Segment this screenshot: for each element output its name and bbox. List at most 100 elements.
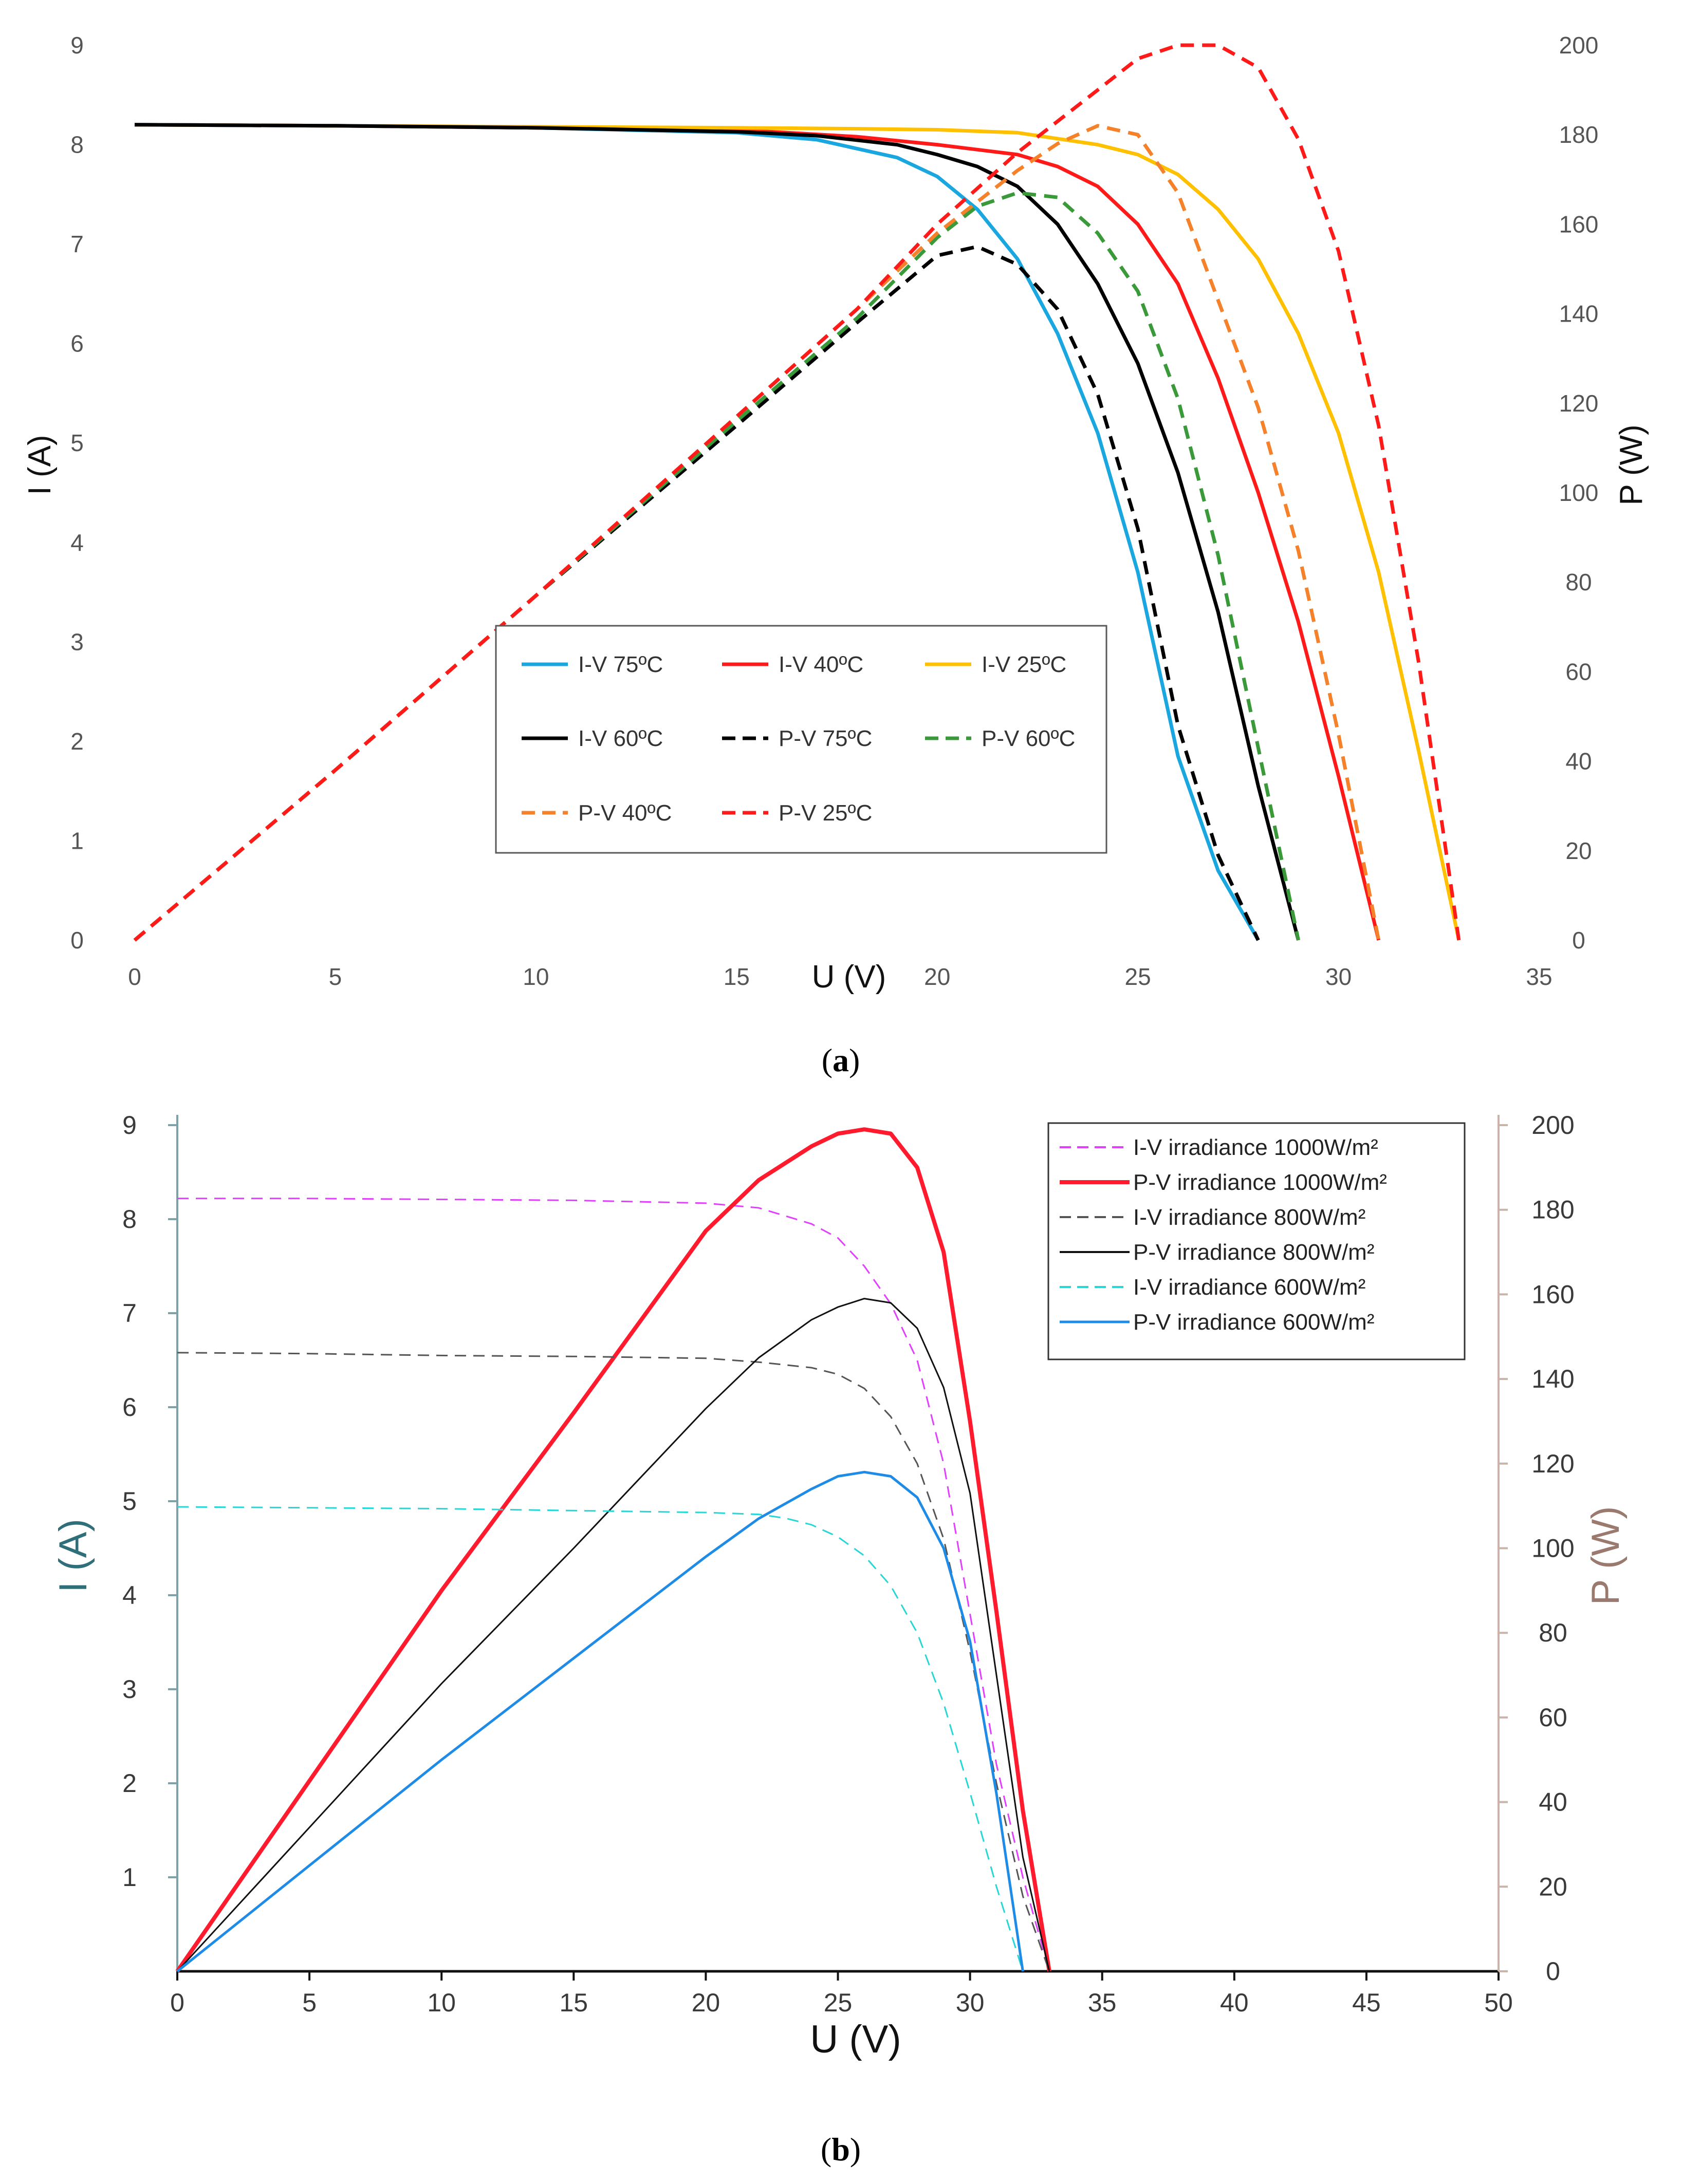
series-line [177, 1198, 1050, 1972]
x-tick-label: 50 [1484, 1988, 1513, 2017]
chart-panel-b: 0 5 10 15 20 25 30 35 40 45 5012345678902040608010… [51, 1111, 1628, 2168]
y2-tick-label: 20 [1539, 1872, 1567, 1901]
legend-label: P-V irradiance 600W/m² [1133, 1310, 1374, 1335]
x-tick-label: 0 [170, 1988, 184, 2017]
y2-tick-label: 100 [1531, 1534, 1574, 1563]
legend-label: P-V 75ºC [779, 726, 872, 751]
caption-close: ) [850, 2131, 861, 2168]
y2-tick-label: 140 [1559, 301, 1599, 327]
y2-tick-label: 120 [1531, 1449, 1574, 1478]
y-tick-label: 7 [70, 231, 84, 257]
x-tick-label: 15 [724, 963, 750, 990]
legend: I-V 75ºC I-V 40ºC I-V 25ºC I-V 60ºC P-V 75ºC… [495, 625, 1107, 854]
y-tick-label: 9 [122, 1111, 137, 1140]
legend-label: P-V 40ºC [578, 800, 672, 826]
y-tick-label: 6 [122, 1393, 137, 1422]
legend-label: I-V irradiance 600W/m² [1133, 1275, 1365, 1300]
y2-tick-label: 160 [1559, 211, 1599, 237]
y-tick-label: 3 [70, 628, 84, 655]
caption-letter: b [831, 2131, 850, 2168]
y-tick-label: 1 [122, 1863, 137, 1892]
y2-axis-label: P (W) [1584, 1506, 1628, 1606]
chart-panel-a: 0 5 10 15 20 25 30 35 0 1 2 3 4 5 6 7 8 9 0 20 40 60 80 100 120 1… [22, 32, 1649, 1078]
series-line [176, 1298, 1050, 1972]
x-tick-label: 40 [1220, 1988, 1249, 2017]
y2-tick-label: 140 [1531, 1365, 1574, 1393]
series-line [134, 123, 1300, 941]
y2-tick-label: 0 [1546, 1957, 1560, 1986]
legend-box [1047, 1122, 1466, 1360]
x-tick-label: 5 [329, 963, 342, 990]
y2-axis-label: P (W) [1614, 424, 1649, 505]
y-tick-label: 5 [70, 430, 84, 456]
series-line [175, 1127, 1051, 1973]
x-tick-label: 35 [1526, 963, 1552, 990]
panel-caption: (b) [821, 2131, 861, 2168]
x-tick-label: 0 [128, 963, 141, 990]
y-tick-label: 1 [70, 827, 84, 854]
y-tick-label: 3 [122, 1675, 137, 1704]
y-tick-label: 8 [122, 1205, 137, 1234]
x-tick-label: 20 [924, 963, 950, 990]
y2-tick-label: 40 [1539, 1788, 1567, 1817]
caption-letter: a [833, 1042, 849, 1078]
y2-tick-label: 100 [1559, 479, 1599, 506]
legend-label: P-V 25ºC [779, 800, 872, 826]
y2-tick-label: 0 [1572, 927, 1585, 954]
x-tick-label: 35 [1088, 1988, 1117, 2017]
y-tick-label: 7 [122, 1299, 137, 1328]
x-axis-label: U (V) [812, 959, 886, 995]
x-tick-label: 5 [302, 1988, 317, 2017]
series-line [177, 1506, 1024, 1972]
y2-tick-label: 80 [1539, 1618, 1567, 1647]
legend-label: I-V irradiance 1000W/m² [1133, 1135, 1378, 1160]
caption-open: ( [822, 1042, 833, 1078]
x-tick-label: 30 [956, 1988, 985, 2017]
y-tick-label: 6 [70, 330, 84, 357]
y2-tick-label: 60 [1565, 658, 1592, 685]
caption-open: ( [821, 2131, 831, 2168]
y-tick-label: 0 [70, 927, 84, 954]
y-tick-label: 2 [122, 1769, 137, 1798]
y-tick-label: 2 [70, 728, 84, 755]
x-tick-label: 15 [559, 1988, 588, 2017]
y-axis-label: I (A) [22, 435, 58, 495]
y2-tick-label: 180 [1559, 121, 1599, 148]
y2-tick-label: 200 [1559, 32, 1599, 59]
x-axis-label: U (V) [810, 2018, 901, 2061]
legend-label: I-V 40ºC [779, 652, 863, 677]
y2-tick-label: 200 [1531, 1111, 1574, 1140]
y2-tick-label: 20 [1565, 837, 1592, 864]
x-tick-label: 20 [692, 1988, 720, 2017]
legend-label: I-V 60ºC [578, 726, 663, 751]
caption-close: ) [849, 1042, 860, 1078]
legend-box [495, 625, 1107, 854]
legend-label: I-V 75ºC [578, 652, 663, 677]
legend-label: P-V 60ºC [982, 726, 1075, 751]
y2-tick-label: 120 [1559, 390, 1599, 417]
y-tick-label: 5 [122, 1487, 137, 1516]
legend-label: P-V irradiance 1000W/m² [1133, 1170, 1387, 1195]
legend-label: P-V irradiance 800W/m² [1133, 1240, 1374, 1265]
y-tick-label: 8 [70, 132, 84, 158]
y2-tick-label: 160 [1531, 1280, 1574, 1309]
y2-tick-label: 40 [1565, 748, 1592, 775]
x-tick-label: 10 [427, 1988, 456, 2017]
y2-tick-label: 180 [1531, 1196, 1574, 1224]
series-line [176, 1470, 1024, 1972]
y-tick-label: 4 [122, 1581, 137, 1610]
x-tick-label: 30 [1325, 963, 1352, 990]
panel-caption: (a) [822, 1042, 860, 1078]
x-tick-label: 25 [824, 1988, 853, 2017]
y-axis-label: I (A) [51, 1519, 95, 1593]
x-tick-label: 10 [523, 963, 549, 990]
x-tick-label: 45 [1352, 1988, 1381, 2017]
y2-tick-label: 80 [1565, 569, 1592, 595]
legend: I-V irradiance 1000W/m² P-V irradiance 10… [1047, 1122, 1466, 1360]
series-line [133, 124, 1381, 942]
legend-label: I-V 25ºC [982, 652, 1066, 677]
x-tick-label: 25 [1125, 963, 1151, 990]
legend-label: I-V irradiance 800W/m² [1133, 1205, 1365, 1230]
y2-tick-label: 60 [1539, 1703, 1567, 1732]
